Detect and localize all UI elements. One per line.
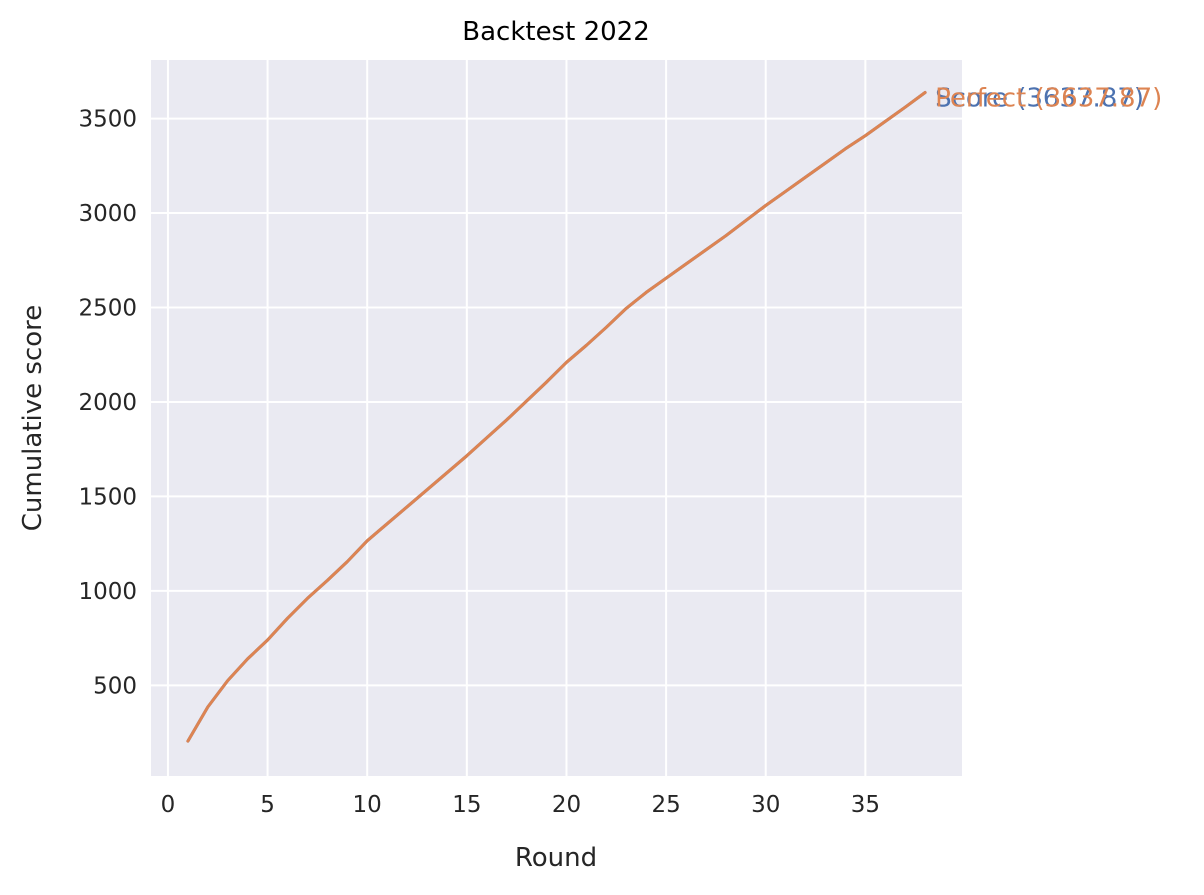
y-tick-label: 3000 (78, 201, 137, 227)
y-tick-label: 1500 (78, 484, 137, 510)
x-tick-label: 10 (353, 792, 382, 818)
y-tick-label: 1000 (78, 579, 137, 605)
grid-lines (151, 60, 962, 776)
y-tick-labels: 500 1000 1500 2000 2500 3000 3500 (78, 107, 137, 700)
x-tick-label: 25 (651, 792, 680, 818)
series-end-labels: Score (3637.87)Perfect (3637.87) (935, 84, 1162, 114)
y-tick-label: 3500 (78, 107, 137, 133)
y-tick-label: 2000 (78, 390, 137, 416)
chart-title: Backtest 2022 (462, 17, 649, 47)
plot-background (151, 60, 962, 776)
series-end-label-1: Score (3637.87) (935, 84, 1144, 114)
y-axis-label: Cumulative score (18, 305, 48, 532)
x-tick-label: 20 (552, 792, 581, 818)
x-tick-labels: 0 5 10 15 20 25 30 35 (161, 792, 880, 818)
y-tick-label: 2500 (78, 295, 137, 321)
series-lines (186, 91, 927, 743)
x-tick-label: 15 (452, 792, 481, 818)
series-line-2 (186, 91, 927, 743)
x-tick-label: 5 (260, 792, 275, 818)
series-end-label-2: Perfect (3637.87) (935, 84, 1162, 114)
y-tick-label: 500 (93, 673, 137, 699)
x-axis-label: Round (515, 843, 597, 873)
x-tick-label: 30 (751, 792, 780, 818)
x-tick-label: 35 (851, 792, 880, 818)
x-tick-label: 0 (161, 792, 176, 818)
